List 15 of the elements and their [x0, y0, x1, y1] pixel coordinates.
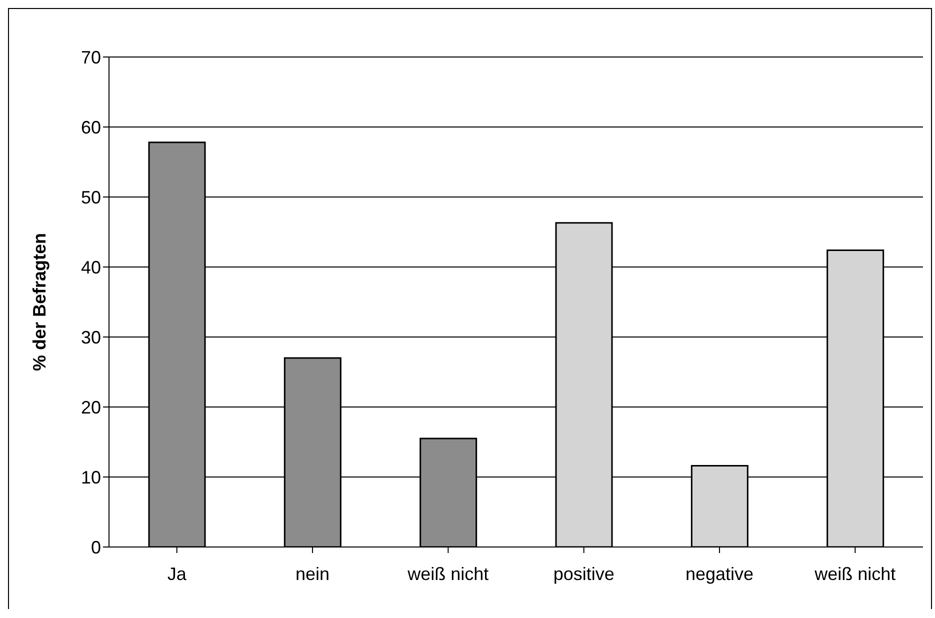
x-tick-label: negative	[685, 564, 754, 584]
x-tick-label: Ja	[167, 564, 188, 584]
y-tick-label: 60	[80, 117, 101, 138]
y-tick-label: 50	[80, 187, 101, 208]
y-tick-label: 0	[90, 537, 101, 558]
y-tick-label: 70	[80, 47, 101, 68]
x-tick-label: nein	[295, 564, 330, 584]
x-tick-label: positive	[553, 564, 614, 584]
y-tick-label: 30	[80, 327, 101, 348]
y-tick-label: 10	[80, 467, 101, 488]
y-tick-label: 40	[80, 257, 101, 278]
y-axis-title: % der Befragten	[29, 232, 50, 372]
x-tick-label: weiß nicht	[406, 564, 489, 584]
y-tick-label: 20	[80, 397, 101, 418]
x-tick-label: weiß nicht	[814, 564, 896, 584]
